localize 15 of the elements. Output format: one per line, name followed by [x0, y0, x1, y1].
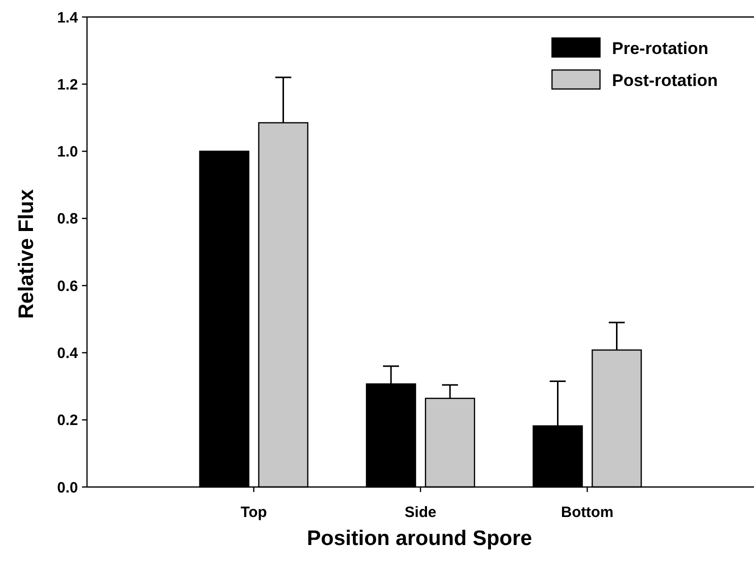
y-tick-label: 1.2 — [57, 76, 78, 94]
x-tick-label: Side — [404, 504, 436, 521]
y-tick-label: 1.0 — [57, 144, 78, 161]
y-tick-label: 0.0 — [57, 479, 78, 496]
y-tick-label: 0.4 — [57, 344, 79, 362]
x-tick-label: Top — [240, 504, 267, 521]
y-tick-label: 0.8 — [57, 210, 78, 228]
x-axis-title: Position around Spore — [306, 527, 532, 550]
y-tick-label: 0.2 — [57, 412, 78, 430]
legend-label: Post-rotation — [612, 70, 718, 90]
x-tick-label: Bottom — [561, 504, 614, 521]
y-axis-title: Relative Flux — [15, 188, 38, 319]
y-tick-label: 0.6 — [57, 278, 78, 295]
y-tick-label: 1.4 — [57, 9, 79, 26]
legend-label: Pre-rotation — [612, 38, 708, 58]
